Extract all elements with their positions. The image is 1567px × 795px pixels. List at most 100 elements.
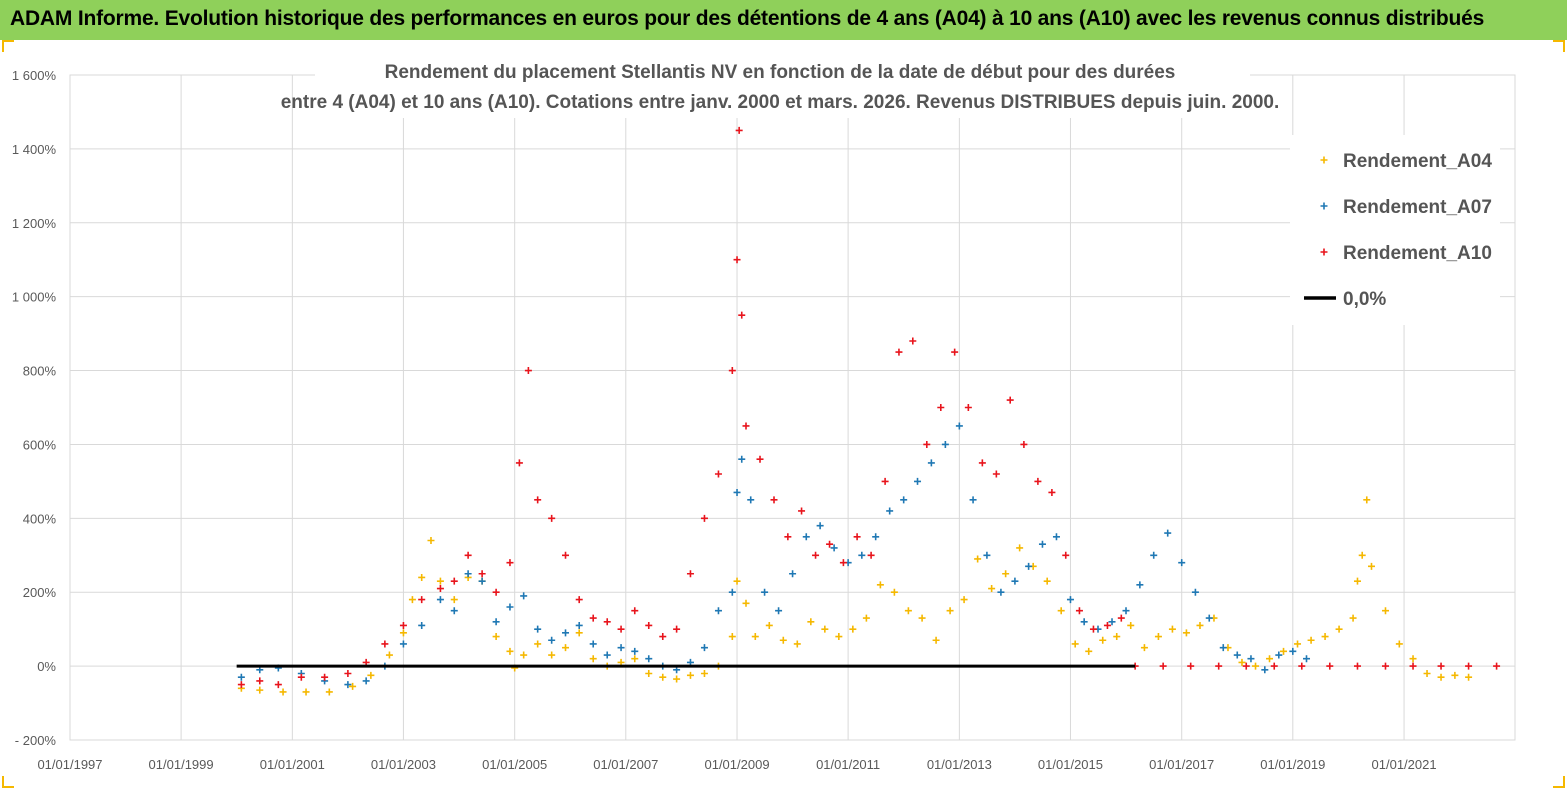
data-point	[752, 633, 759, 640]
data-point	[534, 496, 541, 503]
data-point	[1354, 663, 1361, 670]
data-point	[974, 555, 981, 562]
data-point	[1053, 533, 1060, 540]
data-point	[534, 626, 541, 633]
data-point	[590, 615, 597, 622]
data-point	[1160, 663, 1167, 670]
data-point	[321, 674, 328, 681]
data-point	[631, 648, 638, 655]
data-point	[961, 596, 968, 603]
data-point	[1123, 607, 1130, 614]
data-point	[979, 459, 986, 466]
data-point	[909, 338, 916, 345]
y-tick-label: 1 200%	[12, 216, 57, 231]
data-point	[988, 585, 995, 592]
data-point	[701, 644, 708, 651]
data-point	[928, 459, 935, 466]
data-point	[516, 459, 523, 466]
data-point	[840, 559, 847, 566]
data-point	[835, 633, 842, 640]
data-point	[298, 674, 305, 681]
data-point	[1271, 663, 1278, 670]
data-point	[344, 670, 351, 677]
y-tick-label: 1 600%	[12, 68, 57, 83]
data-point	[1044, 578, 1051, 585]
data-point	[1187, 663, 1194, 670]
data-point	[812, 552, 819, 559]
data-point	[784, 533, 791, 540]
data-point	[1113, 633, 1120, 640]
data-point	[659, 674, 666, 681]
data-point	[743, 600, 750, 607]
data-point	[849, 626, 856, 633]
data-point	[618, 626, 625, 633]
data-point	[1062, 552, 1069, 559]
legend-label: 0,0%	[1343, 289, 1386, 310]
data-point	[1016, 544, 1023, 551]
y-tick-label: 400%	[23, 511, 57, 526]
chart-area: - 200%0%200%400%600%800%1 000%1 200%1 40…	[0, 40, 1567, 790]
data-point	[1215, 663, 1222, 670]
data-point	[645, 670, 652, 677]
data-point	[1090, 626, 1097, 633]
x-tick-label: 01/01/2003	[371, 757, 436, 772]
data-point	[761, 589, 768, 596]
data-point	[1368, 563, 1375, 570]
data-point	[506, 559, 513, 566]
data-point	[520, 592, 527, 599]
data-point	[1141, 644, 1148, 651]
data-point	[326, 688, 333, 695]
data-point	[951, 349, 958, 356]
data-point	[947, 607, 954, 614]
data-point	[914, 478, 921, 485]
data-point	[493, 633, 500, 640]
data-point	[1048, 489, 1055, 496]
data-point	[1085, 648, 1092, 655]
header-bar: ADAM Informe. Evolution historique des p…	[0, 0, 1567, 40]
data-point	[701, 515, 708, 522]
data-point	[427, 537, 434, 544]
data-point	[970, 496, 977, 503]
data-point	[631, 655, 638, 662]
data-point	[1363, 496, 1370, 503]
data-point	[1002, 570, 1009, 577]
data-point	[1178, 559, 1185, 566]
data-point	[1164, 530, 1171, 537]
data-point	[493, 589, 500, 596]
data-point	[1034, 478, 1041, 485]
data-point	[1025, 563, 1032, 570]
data-point	[1326, 663, 1333, 670]
data-point	[1322, 633, 1329, 640]
corner-mark-br	[1553, 776, 1565, 788]
data-point	[576, 596, 583, 603]
data-point	[1136, 581, 1143, 588]
data-point	[1294, 640, 1301, 647]
data-point	[687, 672, 694, 679]
data-point	[1354, 578, 1361, 585]
data-point	[923, 441, 930, 448]
data-point	[303, 688, 310, 695]
data-point	[1067, 596, 1074, 603]
data-point	[1007, 397, 1014, 404]
x-tick-label: 01/01/2019	[1260, 757, 1325, 772]
data-point	[956, 422, 963, 429]
data-point	[826, 541, 833, 548]
x-tick-label: 01/01/2013	[927, 757, 992, 772]
header-title: ADAM Informe. Evolution historique des p…	[10, 7, 1484, 31]
data-point	[729, 589, 736, 596]
data-point	[1081, 618, 1088, 625]
data-point	[659, 633, 666, 640]
data-point	[1336, 626, 1343, 633]
data-point	[997, 589, 1004, 596]
data-point	[905, 607, 912, 614]
data-point	[386, 652, 393, 659]
data-point	[576, 629, 583, 636]
y-tick-label: - 200%	[15, 733, 57, 748]
data-point	[1280, 648, 1287, 655]
data-point	[817, 522, 824, 529]
data-point	[590, 655, 597, 662]
data-point	[882, 478, 889, 485]
data-point	[525, 367, 532, 374]
data-point	[604, 618, 611, 625]
data-point	[1493, 663, 1500, 670]
